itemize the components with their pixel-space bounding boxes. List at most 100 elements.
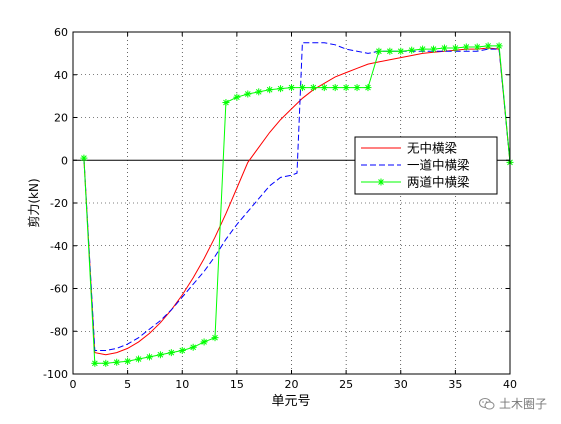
series-3-point [222, 99, 230, 107]
y-tick-label: -100 [43, 368, 68, 381]
y-tick-label: 20 [54, 112, 68, 125]
asterisk-stroke [408, 47, 415, 53]
wechat-icon [478, 397, 495, 409]
series-3-point [145, 353, 153, 361]
y-tick-label: 60 [54, 26, 68, 39]
series-3-point [135, 355, 143, 363]
series-3-point [80, 154, 88, 162]
y-tick-label: -20 [50, 197, 68, 210]
asterisk-stroke [365, 84, 371, 91]
x-tick-label: 15 [230, 378, 244, 391]
asterisk-stroke [212, 334, 218, 341]
asterisk-stroke [474, 44, 481, 50]
series-line-2 [83, 42, 511, 351]
series-3-point [288, 84, 295, 92]
asterisk-stroke [146, 354, 153, 360]
x-tick-label: 35 [448, 378, 462, 391]
series-3-point [200, 338, 208, 346]
series-3-point [342, 84, 350, 92]
asterisk-stroke [201, 339, 207, 345]
asterisk-stroke [190, 344, 197, 351]
series-3-point [298, 84, 306, 92]
series-3-point [189, 343, 197, 351]
y-tick-label: -80 [50, 325, 68, 338]
watermark-text: 土木圈子 [498, 397, 547, 411]
asterisk-stroke [386, 48, 393, 55]
x-tick-label: 10 [175, 378, 189, 391]
series-3-point [309, 84, 317, 92]
series-3-point [430, 45, 438, 53]
asterisk-stroke [485, 43, 491, 49]
y-tick-label: -40 [50, 240, 68, 253]
series-3-point [375, 47, 383, 55]
asterisk-stroke [430, 46, 437, 52]
asterisk-stroke [496, 43, 502, 49]
series-3-point [124, 357, 132, 365]
series-layer [80, 42, 514, 367]
legend-label-1: 无中横梁 [407, 141, 458, 156]
series-3-point [102, 359, 110, 367]
asterisk-stroke [135, 356, 142, 362]
series-3-point [211, 334, 219, 342]
asterisk-stroke [157, 351, 164, 358]
series-3-point [277, 85, 285, 93]
legend-marker-3 [377, 178, 385, 186]
series-3-point [451, 44, 459, 52]
asterisk-stroke [288, 84, 295, 91]
series-3-point [353, 84, 361, 92]
y-axis-label: 剪力(kN) [26, 178, 41, 227]
series-line-3 [83, 45, 511, 364]
series-3-point [320, 84, 328, 92]
series-3-point [484, 42, 492, 50]
series-3-point [156, 351, 164, 359]
asterisk-stroke [463, 44, 470, 50]
x-tick-label: 5 [124, 378, 131, 391]
asterisk-stroke [452, 45, 459, 51]
series-3-point [266, 86, 274, 94]
series-3-point [244, 90, 252, 98]
series-3-point [255, 88, 263, 96]
series-3-point [113, 358, 121, 366]
asterisk-stroke [332, 84, 339, 91]
series-3-point [178, 346, 186, 354]
series-3-point [167, 349, 175, 357]
asterisk-stroke [234, 94, 240, 101]
x-axis-label: 单元号 [271, 394, 310, 409]
series-3-point [440, 44, 448, 52]
asterisk-stroke [179, 347, 186, 354]
asterisk-stroke [321, 84, 328, 91]
series-3-point [364, 84, 372, 92]
asterisk-stroke [277, 85, 284, 92]
asterisk-stroke [310, 84, 317, 91]
y-tick-label: -60 [50, 283, 68, 296]
asterisk-stroke [266, 86, 273, 93]
asterisk-stroke [102, 360, 109, 367]
asterisk-stroke [354, 84, 360, 91]
asterisk-stroke [223, 99, 229, 106]
x-tick-label: 25 [339, 378, 353, 391]
x-tick-label: 20 [285, 378, 299, 391]
series-3-point [331, 84, 339, 92]
asterisk-stroke [343, 84, 349, 91]
asterisk-stroke [376, 48, 382, 55]
asterisk-stroke [419, 46, 426, 52]
asterisk-stroke [255, 89, 262, 95]
series-3-point [91, 359, 99, 367]
series-3-point [419, 45, 427, 53]
series-3-point [462, 43, 470, 51]
series-3-point [473, 43, 481, 51]
watermark: 土木圈子 [478, 395, 547, 412]
asterisk-stroke [299, 84, 306, 91]
y-tick-label: 0 [61, 154, 68, 167]
asterisk-stroke [92, 360, 98, 367]
series-3-point [397, 47, 405, 55]
series-3-point [408, 46, 416, 54]
asterisk-stroke [124, 358, 131, 365]
x-tick-label: 30 [394, 378, 408, 391]
y-tick-label: 40 [54, 69, 68, 82]
x-tick-label: 40 [503, 378, 517, 391]
